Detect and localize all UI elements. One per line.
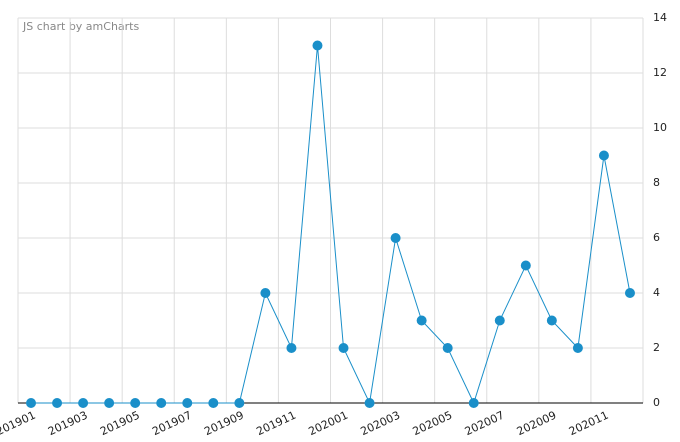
point [208, 398, 219, 408]
x-tick-label: 201903 [46, 409, 90, 439]
point [468, 398, 479, 408]
point [494, 315, 505, 326]
y-tick-label: 8 [653, 176, 660, 189]
y-tick-label: 14 [653, 11, 667, 24]
y-tick-label: 6 [653, 231, 660, 244]
point [182, 398, 193, 408]
point [416, 315, 427, 326]
x-tick-label: 202011 [567, 409, 611, 439]
x-tick-label: 201907 [150, 409, 194, 439]
point [52, 398, 63, 408]
point [156, 398, 167, 408]
x-tick-label: 202007 [463, 409, 507, 439]
x-tick-label: 202009 [515, 409, 559, 439]
point [520, 260, 531, 271]
point [442, 343, 453, 353]
x-tick-label: 202001 [306, 409, 350, 439]
x-tick-label: 201901 [0, 409, 38, 439]
x-tick-label: 201909 [202, 409, 246, 439]
point [364, 398, 375, 408]
point [234, 398, 245, 408]
point [260, 288, 271, 298]
y-tick-label: 10 [653, 121, 667, 134]
point [338, 343, 349, 353]
point [546, 315, 557, 326]
point [312, 40, 323, 51]
watermark: JS chart by amCharts [22, 20, 139, 33]
point [78, 398, 89, 408]
point [26, 398, 37, 408]
y-tick-label: 0 [653, 396, 660, 409]
point [390, 233, 401, 243]
x-tick-label: 202005 [411, 409, 455, 439]
point [598, 150, 609, 161]
y-tick-label: 4 [653, 286, 660, 299]
x-tick-label: 201905 [98, 409, 142, 439]
point [286, 343, 297, 353]
x-tick-label: 202003 [359, 409, 403, 439]
y-tick-label: 2 [653, 341, 660, 354]
x-tick-label: 201911 [254, 409, 298, 439]
point [104, 398, 115, 408]
point [130, 398, 141, 408]
point [624, 288, 635, 298]
point [572, 343, 583, 353]
y-tick-label: 12 [653, 66, 667, 79]
